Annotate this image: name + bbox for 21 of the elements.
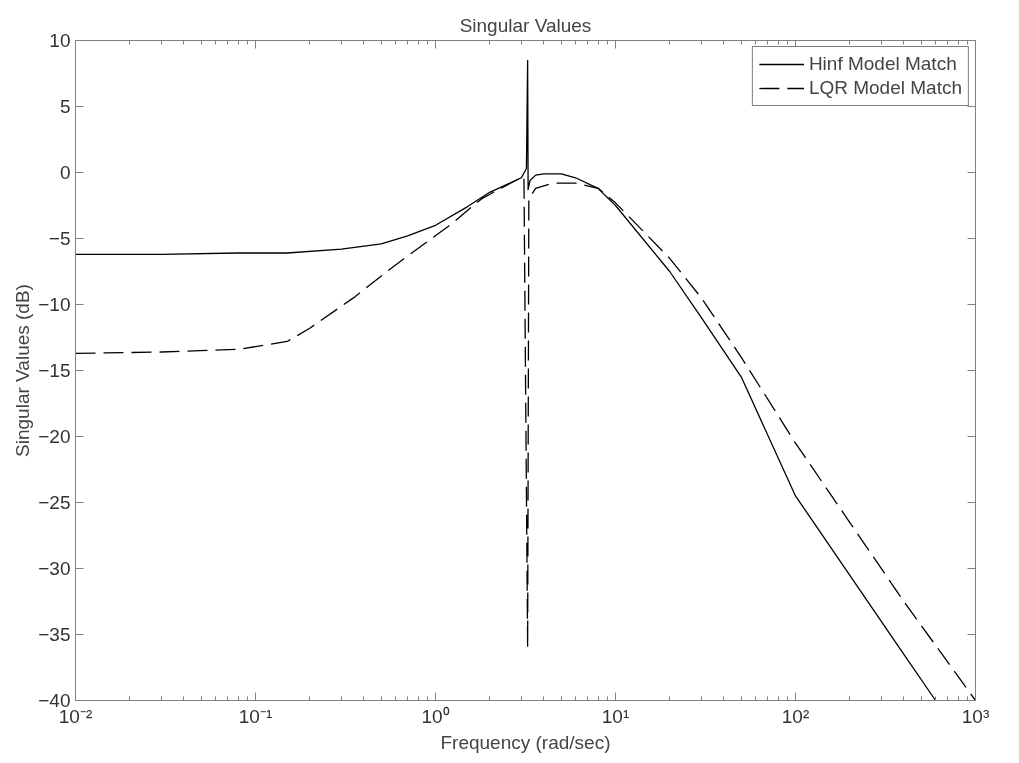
y-tick-label: −5 bbox=[48, 228, 71, 249]
legend-label: LQR Model Match bbox=[808, 77, 962, 99]
chart-title: Singular Values bbox=[459, 14, 592, 36]
y-tick-label: −15 bbox=[38, 360, 71, 381]
y-tick-label: −10 bbox=[38, 294, 71, 315]
y-tick-label: 5 bbox=[59, 96, 71, 117]
y-tick-label: 0 bbox=[59, 162, 71, 183]
y-tick-label: 10 bbox=[49, 30, 71, 51]
x-tick-label: 10² bbox=[781, 705, 810, 727]
x-tick-label: 10¹ bbox=[601, 705, 630, 727]
x-tick-label: 10⁰ bbox=[421, 705, 450, 727]
x-tick-label: 10³ bbox=[961, 705, 990, 727]
y-tick-label: −30 bbox=[38, 558, 71, 579]
y-axis-title: Singular Values (dB) bbox=[12, 284, 34, 457]
y-tick-label: −20 bbox=[38, 426, 71, 447]
x-tick-label: 10⁻¹ bbox=[238, 705, 273, 727]
y-tick-label: −40 bbox=[38, 690, 71, 711]
x-axis-title: Frequency (rad/sec) bbox=[440, 731, 611, 753]
y-tick-label: −25 bbox=[38, 492, 71, 513]
legend-label: Hinf Model Match bbox=[808, 53, 957, 75]
y-tick-label: −35 bbox=[38, 624, 71, 645]
